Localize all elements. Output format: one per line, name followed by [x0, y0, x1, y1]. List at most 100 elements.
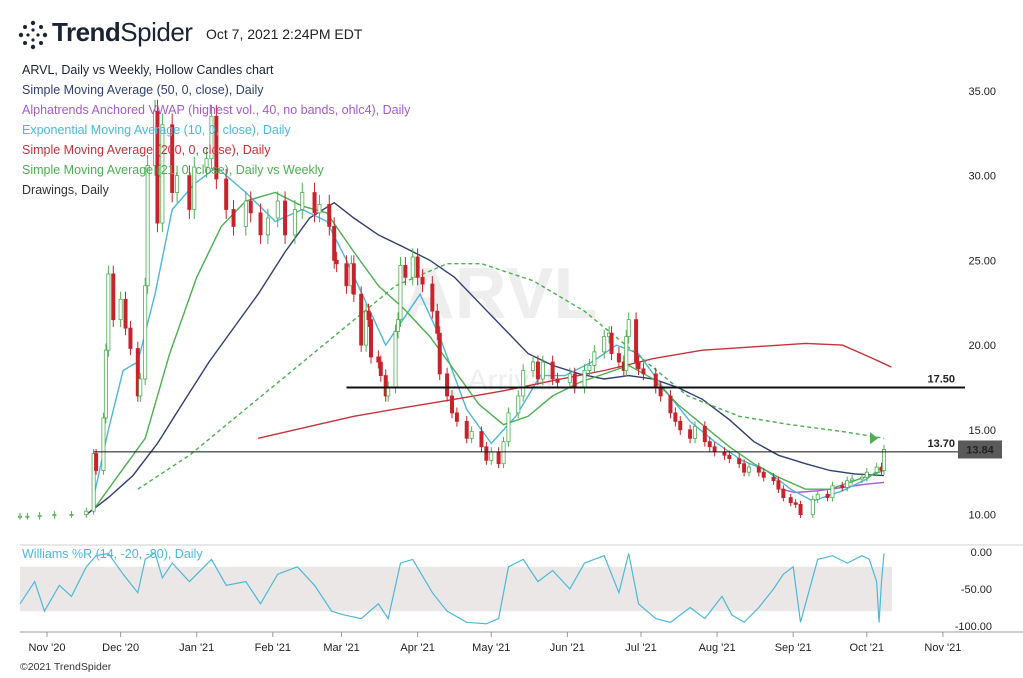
candle-body: [145, 165, 150, 287]
candle-body: [332, 226, 337, 261]
legend-item[interactable]: Simple Moving Average (21, 0, close), Da…: [22, 163, 324, 177]
candle-body: [882, 449, 887, 471]
candle-body: [376, 356, 381, 363]
osc-tick-label: -100.00: [955, 621, 992, 633]
candle-body: [37, 515, 42, 517]
candle-body: [103, 349, 108, 419]
trendspider-logo-icon: [18, 20, 48, 50]
candle-body: [445, 373, 450, 397]
candle-body: [327, 204, 332, 227]
candle-body: [258, 212, 263, 236]
candle-body: [94, 453, 99, 471]
legend-item[interactable]: Drawings, Daily: [22, 183, 109, 197]
timestamp: Oct 7, 2021 2:24PM EDT: [206, 26, 363, 42]
candle-body: [479, 431, 484, 448]
candle-body: [798, 504, 803, 515]
candle-body: [688, 429, 693, 439]
williams-r-line: [19, 551, 885, 625]
candle-body: [653, 373, 658, 388]
y-tick-label: 15.00: [968, 425, 996, 437]
candle-body: [386, 387, 391, 397]
candle-body: [616, 353, 621, 363]
candle-body: [410, 256, 415, 278]
candle-body: [634, 319, 639, 363]
candle-body: [265, 217, 270, 236]
candle-body: [793, 502, 798, 505]
y-tick-label: 35.00: [968, 86, 996, 98]
candle-body: [572, 373, 577, 388]
candle-body: [658, 387, 663, 397]
legend-item[interactable]: Exponential Moving Average (10, 0, close…: [22, 123, 291, 137]
candle-body: [678, 420, 683, 431]
candle-body: [17, 515, 22, 518]
brand-light: Spider: [120, 17, 193, 47]
candle-body: [624, 336, 629, 371]
candle-body: [742, 463, 747, 473]
candle-body: [776, 480, 781, 490]
candle-body: [204, 158, 209, 168]
candle-body: [702, 426, 707, 443]
candle-body: [175, 175, 180, 193]
candle-body: [101, 417, 106, 471]
candle-body: [845, 480, 850, 488]
candle-body: [111, 273, 116, 321]
osc-tick-label: 0.00: [971, 547, 992, 559]
level-label: 17.50: [927, 373, 955, 385]
candle-body: [788, 497, 793, 504]
candle-body: [106, 273, 111, 351]
candle-body: [118, 298, 123, 321]
y-tick-label: 30.00: [968, 171, 996, 183]
candle-body: [366, 310, 371, 321]
candle-body: [771, 476, 776, 482]
candle-body: [359, 293, 364, 346]
candle-body: [501, 441, 506, 465]
candle-body: [521, 370, 526, 397]
candle-body: [516, 395, 521, 414]
candle-body: [214, 115, 219, 180]
candle-body: [435, 310, 440, 334]
candle-body: [275, 200, 280, 219]
x-tick-label: Nov '21: [924, 642, 961, 654]
candle-body: [535, 361, 540, 380]
moving-average-line: [137, 263, 885, 490]
candle-body: [224, 178, 229, 210]
x-tick-label: Apr '21: [400, 642, 435, 654]
candle-body: [825, 493, 830, 499]
candle-body: [334, 259, 339, 265]
candle-body: [300, 192, 305, 210]
candle-body: [592, 351, 597, 366]
legend-item[interactable]: Simple Moving Average (50, 0, close), Da…: [22, 83, 264, 97]
candle-body: [641, 368, 646, 375]
legend-item[interactable]: Alphatrends Anchored VWAP (highest vol.,…: [22, 103, 411, 117]
candle-body: [673, 412, 678, 422]
candle-body: [712, 446, 717, 453]
moving-average-line: [92, 166, 885, 502]
candle-body: [567, 373, 572, 383]
moving-average-line: [257, 342, 892, 439]
candle-body: [810, 498, 815, 515]
moving-average-line: [93, 191, 885, 510]
candle-body: [84, 510, 89, 515]
candle-body: [469, 431, 474, 439]
x-tick-label: Jul '21: [625, 642, 656, 654]
candle-body: [52, 514, 57, 516]
candle-body: [138, 378, 143, 397]
candle-body: [737, 458, 742, 465]
y-tick-label: 20.00: [968, 340, 996, 352]
candle-body: [489, 451, 494, 461]
brand-bold: Trend: [52, 17, 121, 47]
copyright: ©2021 TrendSpider: [20, 661, 112, 673]
candle-body: [602, 336, 607, 353]
chart-title: ARVL, Daily vs Weekly, Hollow Candles ch…: [22, 63, 274, 77]
candle-body: [395, 319, 400, 332]
candle-body: [874, 466, 879, 473]
price-tag-label: 13.84: [966, 444, 994, 456]
candle-body: [454, 412, 459, 422]
candle-body: [756, 466, 761, 473]
level-label: 13.70: [927, 438, 955, 450]
price-tag: [958, 440, 1002, 459]
legend-item[interactable]: Simple Moving Average (200, 0, close), D…: [22, 143, 271, 157]
x-tick-label: Mar '21: [323, 642, 359, 654]
candle-body: [160, 124, 165, 224]
